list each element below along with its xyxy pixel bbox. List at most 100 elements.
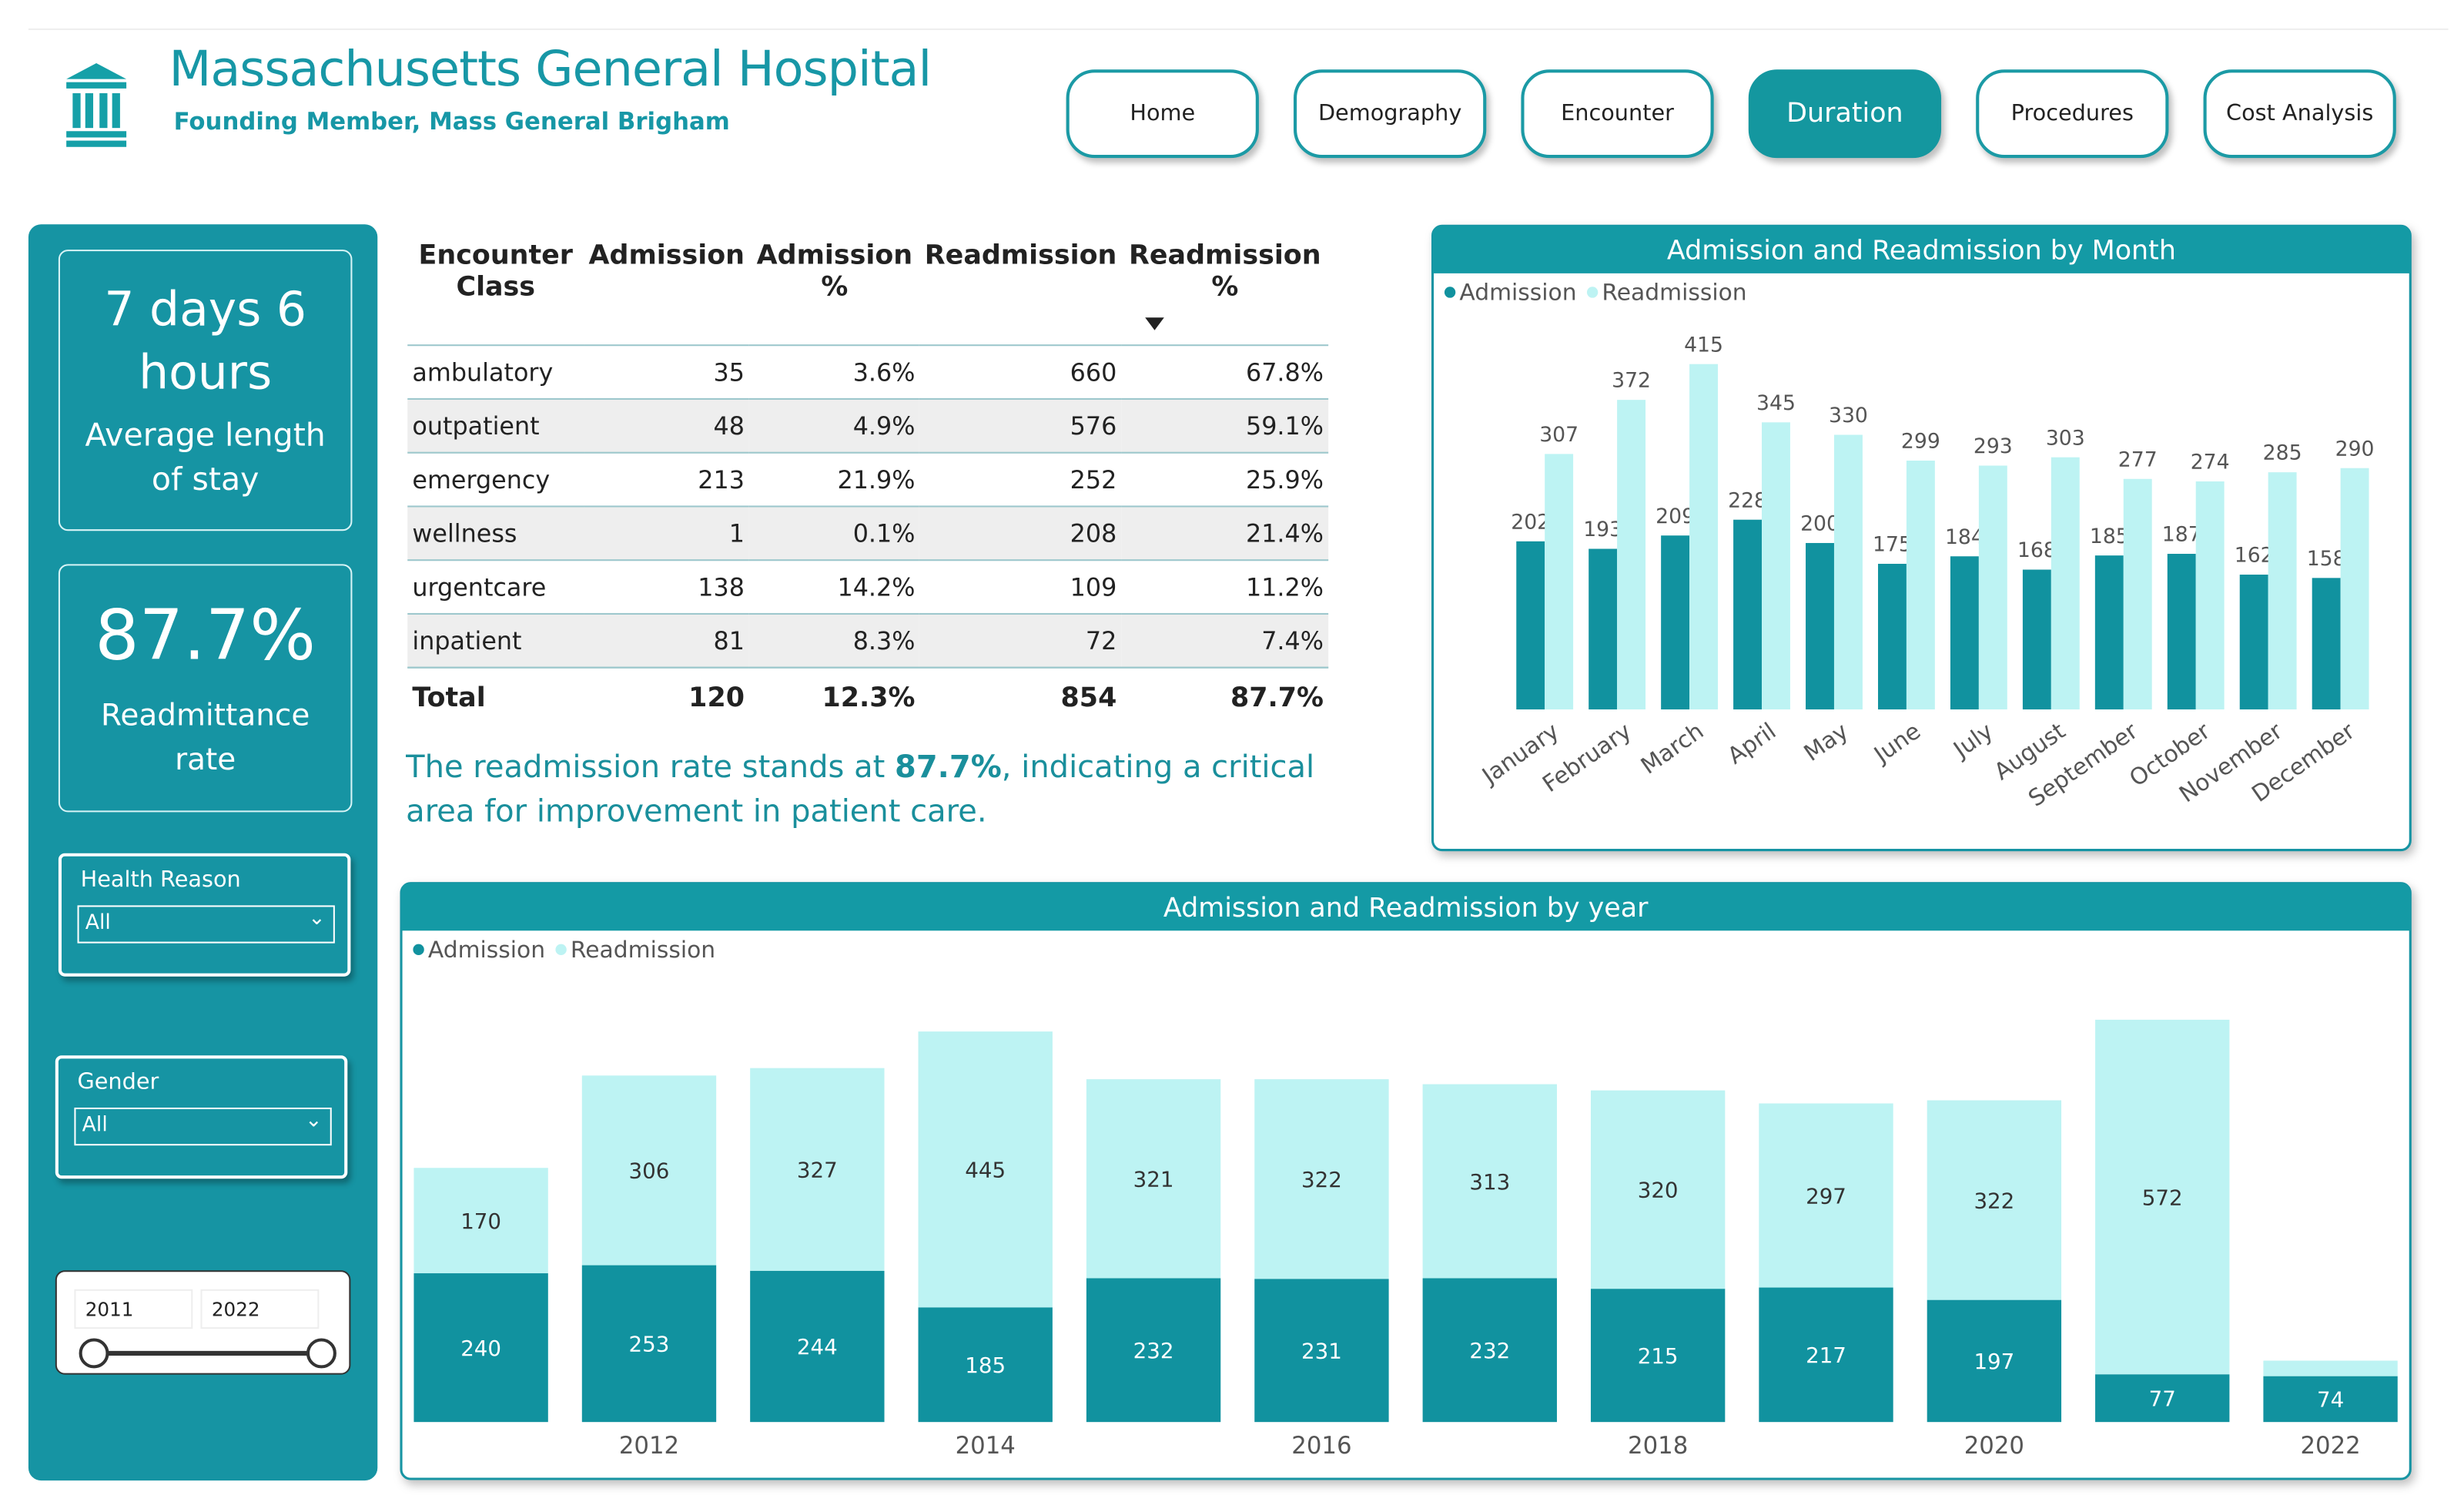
legend-marker <box>1586 287 1599 298</box>
data-label: 322 <box>1301 1167 1342 1192</box>
data-label: 168 <box>2017 538 2057 562</box>
table-cell: 576 <box>1070 411 1117 441</box>
slider-handle[interactable] <box>79 1338 109 1369</box>
bar <box>1927 1100 2062 1300</box>
bar <box>2095 1019 2230 1375</box>
date-from[interactable]: 2011 <box>74 1289 193 1329</box>
table-cell: ambulatory <box>412 357 554 387</box>
nav-button[interactable]: Encounter <box>1521 69 1714 159</box>
data-label: 202 <box>1511 510 1550 534</box>
table-cell: 1 <box>728 518 745 548</box>
data-label: 215 <box>1638 1343 1679 1369</box>
date-to[interactable]: 2022 <box>200 1289 320 1329</box>
bar <box>1254 1079 1389 1279</box>
x-tick-label: 2012 <box>619 1432 679 1460</box>
data-label: 303 <box>2046 426 2085 450</box>
table-cell: emergency <box>412 465 551 495</box>
column-header: Admission % <box>756 240 913 303</box>
bar <box>1086 1278 1221 1423</box>
nav-button[interactable]: Procedures <box>1976 69 2169 159</box>
data-label: 232 <box>1133 1338 1174 1363</box>
chart-title: Admission and Readmission by year <box>1163 893 1649 924</box>
nav-button[interactable]: Duration <box>1748 69 1942 159</box>
data-label: 170 <box>460 1209 501 1234</box>
table-cell: 4.9% <box>852 411 916 441</box>
kpi-value: 87.7% <box>95 595 316 676</box>
data-label: 175 <box>1873 533 1912 557</box>
bar <box>1661 535 1690 710</box>
bar <box>1759 1103 1893 1288</box>
legend-label: Readmission <box>571 937 715 964</box>
bar <box>2340 468 2369 710</box>
bar <box>2263 1376 2398 1423</box>
header-title: Massachusetts General Hospital <box>169 41 932 99</box>
nav-button[interactable]: Cost Analysis <box>2203 69 2396 159</box>
nav-button[interactable]: Home <box>1066 69 1259 159</box>
data-label: 240 <box>460 1336 501 1361</box>
total-cell: 87.7% <box>1230 682 1324 715</box>
legend-marker <box>1444 287 1456 298</box>
legend-marker <box>555 944 567 956</box>
table-cell: 67.8% <box>1245 357 1324 387</box>
kpi-value: 7 days 6 hours <box>104 283 307 402</box>
bar <box>1590 1090 1726 1289</box>
slicer[interactable]: Gender All ⌄ <box>55 1055 348 1179</box>
data-label: 231 <box>1301 1338 1342 1363</box>
table-cell: 3.6% <box>852 357 916 387</box>
data-label: 330 <box>1829 404 1868 427</box>
legend-label: Admission <box>428 937 545 964</box>
bar <box>2095 1374 2230 1423</box>
bar <box>1762 422 1790 710</box>
sort-arrow[interactable] <box>1143 316 1166 332</box>
data-label: 217 <box>1806 1343 1846 1368</box>
bar <box>1877 563 1907 710</box>
bar <box>2167 554 2196 710</box>
bar <box>413 1168 548 1274</box>
table-cell: 660 <box>1070 357 1117 387</box>
table-row: ambulatory 35 3.6% 660 67.8% <box>407 345 1329 399</box>
table-cell: 109 <box>1070 572 1117 602</box>
bar <box>1759 1287 1893 1423</box>
bar <box>1927 1299 2062 1423</box>
bar <box>1906 461 1935 710</box>
date-slider[interactable]: 2011 2022 <box>55 1270 351 1375</box>
table-cell: 7.4% <box>1261 626 1324 655</box>
slider-handle[interactable] <box>306 1338 336 1369</box>
table-cell: wellness <box>412 518 517 548</box>
data-label: 209 <box>1656 505 1695 528</box>
legend-label: Admission <box>1459 280 1576 307</box>
table-cell: 21.9% <box>837 465 916 495</box>
data-label: 274 <box>2191 451 2230 474</box>
legend-marker <box>413 944 424 956</box>
dropdown[interactable]: All ⌄ <box>74 1107 332 1146</box>
nav-button[interactable]: Demography <box>1294 69 1487 159</box>
table-row: emergency 213 21.9% 252 25.9% <box>407 453 1329 507</box>
bar <box>413 1273 548 1423</box>
table-cell: 14.2% <box>837 572 916 602</box>
header-subtitle: Founding Member, Mass General Brigham <box>173 107 730 136</box>
table-cell: 48 <box>713 411 745 441</box>
bar <box>2268 472 2297 710</box>
legend-label: Readmission <box>1602 280 1746 307</box>
bar <box>1590 1289 1726 1423</box>
table-row: wellness 1 0.1% 208 21.4% <box>407 506 1329 561</box>
slicer-label: Health Reason <box>80 867 241 893</box>
table-cell: 81 <box>713 626 745 655</box>
bar <box>1422 1084 1557 1279</box>
data-label: 200 <box>1800 512 1840 536</box>
top-border <box>28 28 2449 30</box>
kpi-card: 7 days 6 hours Average length of stay <box>58 250 353 531</box>
column-header: Encounter Class <box>418 240 574 303</box>
bar <box>1589 548 1618 710</box>
data-label: 158 <box>2307 547 2346 571</box>
bar <box>2312 578 2341 710</box>
slicer[interactable]: Health Reason All ⌄ <box>58 853 351 977</box>
data-label: 185 <box>2090 525 2129 548</box>
bar <box>750 1270 885 1423</box>
bar <box>1689 364 1718 710</box>
dropdown[interactable]: All ⌄ <box>77 905 335 944</box>
table-cell: 8.3% <box>852 626 916 655</box>
bar <box>1545 454 1574 710</box>
